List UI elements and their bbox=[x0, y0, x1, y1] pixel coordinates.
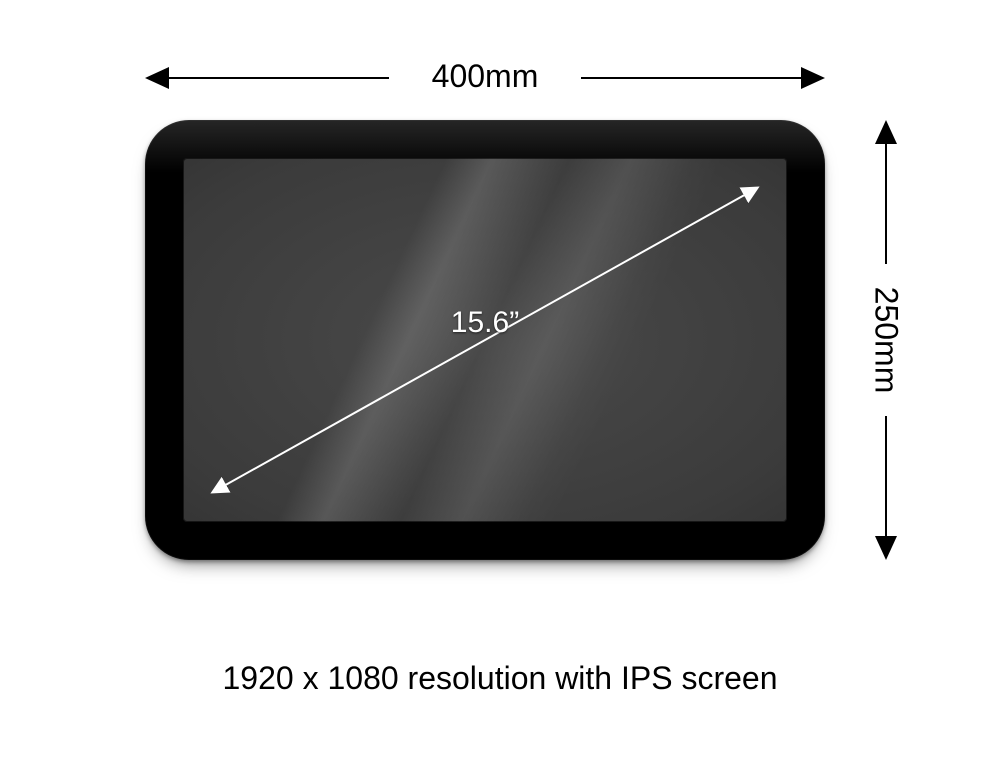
device-body: 15.6” bbox=[145, 120, 825, 560]
dimension-width-line-right bbox=[581, 77, 811, 79]
dimension-width: 400mm bbox=[145, 62, 825, 94]
dimension-height-label: 250mm bbox=[868, 287, 905, 394]
diagram-stage: 400mm 250mm 15. bbox=[0, 0, 1000, 767]
arrow-right-icon bbox=[801, 67, 825, 89]
dimension-height-line-top bbox=[885, 134, 887, 264]
device-screen: 15.6” bbox=[183, 158, 787, 522]
arrow-down-icon bbox=[875, 536, 897, 560]
dimension-height-line-bottom bbox=[885, 416, 887, 546]
dimension-diagonal-label: 15.6” bbox=[451, 306, 519, 340]
diagonal-measurement-line bbox=[183, 158, 787, 522]
caption-text: 1920 x 1080 resolution with IPS screen bbox=[0, 660, 1000, 697]
dimension-height: 250mm bbox=[870, 120, 902, 560]
